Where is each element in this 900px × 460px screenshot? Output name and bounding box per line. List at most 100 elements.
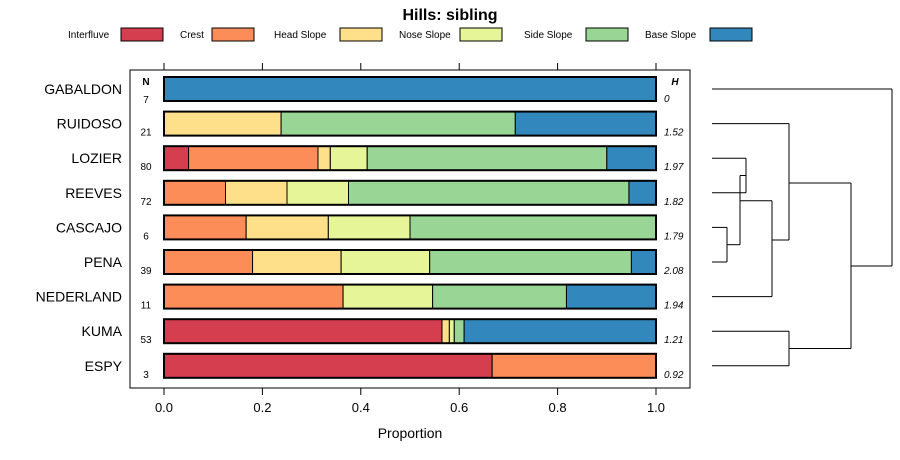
bar-segment	[565, 284, 657, 310]
n-value: 80	[140, 162, 152, 173]
bar-outline	[163, 249, 657, 275]
bar-segment	[286, 180, 349, 206]
bar-segment	[409, 214, 657, 240]
category-label: LOZIER	[71, 150, 122, 166]
bar-segment	[163, 214, 247, 240]
h-value: 0	[664, 94, 670, 105]
bar-segment	[163, 284, 344, 310]
bar-segment	[514, 111, 657, 137]
bar-segment	[163, 76, 657, 102]
legend-swatch	[709, 27, 753, 42]
bar-segment	[628, 180, 657, 206]
x-tick-label: 0.4	[352, 400, 370, 415]
n-value: 7	[143, 95, 149, 106]
x-tick-label: 0.6	[450, 400, 468, 415]
bar-outline	[163, 76, 657, 102]
legend: Interfluve Crest Head Slope Nose Slope Side …	[68, 27, 753, 42]
legend-label: Base Slope	[645, 30, 697, 41]
bar-segment	[280, 111, 516, 137]
bar-segment	[317, 145, 331, 171]
bar-segment	[163, 145, 190, 171]
bar-segment	[340, 249, 431, 275]
bar-segment	[163, 249, 254, 275]
x-tick-label: 1.0	[647, 400, 665, 415]
bar-segment	[163, 318, 443, 344]
bar-segment	[429, 249, 632, 275]
category-label: CASCAJO	[56, 219, 122, 235]
legend-label: Nose Slope	[399, 30, 451, 41]
category-label: PENA	[84, 254, 123, 270]
x-tick-label: 0.8	[549, 400, 567, 415]
n-value: 6	[143, 231, 149, 242]
h-value: 1.94	[664, 301, 684, 312]
bar-outline	[163, 352, 657, 379]
bar-segment	[453, 318, 465, 344]
legend-swatch	[459, 27, 503, 42]
bar-outline	[163, 110, 657, 137]
bar-segment	[329, 145, 368, 171]
bar-segment	[448, 318, 455, 344]
n-value: 11	[141, 301, 152, 312]
legend-label: Side Slope	[524, 30, 573, 41]
legend-label: Interfluve	[68, 30, 110, 41]
legend-label: Crest	[180, 30, 204, 41]
category-label: RUIDOSO	[57, 116, 122, 132]
bar-segment	[163, 111, 282, 137]
x-tick-label: 0.2	[253, 400, 271, 415]
x-axis-label: Proportion	[378, 425, 443, 441]
bar-outline	[163, 283, 657, 310]
x-tick-label: 0.0	[155, 400, 173, 415]
n-value: 21	[140, 128, 152, 139]
category-labels: GABALDON 7 0 RUIDOSO 21 1.52 LOZIER 80 1.97 REEVE…	[36, 81, 684, 381]
n-value: 72	[140, 197, 152, 208]
legend-swatch	[120, 27, 164, 42]
bar-segment	[630, 249, 657, 275]
bar-outline	[163, 145, 657, 172]
bar-segment	[327, 214, 411, 240]
bar-outline	[163, 179, 657, 206]
h-value: 1.79	[664, 231, 684, 242]
dendrogram	[712, 88, 893, 367]
bar-segment	[225, 180, 288, 206]
h-value: 0.92	[664, 370, 684, 381]
bar-segment	[491, 353, 657, 379]
n-value: 3	[143, 370, 149, 381]
h-value: 1.21	[664, 335, 683, 346]
n-header: N	[142, 77, 149, 88]
category-label: KUMA	[82, 323, 123, 339]
category-label: ESPY	[85, 358, 123, 374]
n-value: 39	[140, 266, 152, 277]
legend-label: Head Slope	[274, 30, 327, 41]
bar-outline	[163, 318, 657, 345]
h-value: 2.08	[663, 266, 684, 277]
bar-segment	[163, 353, 493, 379]
legend-swatch	[211, 27, 255, 42]
bar-segment	[163, 180, 226, 206]
bar-segment	[463, 318, 657, 344]
plot-frame	[129, 69, 691, 389]
category-label: GABALDON	[44, 81, 122, 97]
chart-title: Hills: sibling	[402, 7, 497, 24]
bar-segment	[441, 318, 450, 344]
bars-area	[163, 76, 657, 379]
h-header: H	[671, 77, 679, 88]
n-value: 53	[140, 335, 152, 346]
bar-segment	[348, 180, 630, 206]
bar-segment	[245, 214, 329, 240]
bar-segment	[342, 284, 434, 310]
bar-outline	[163, 214, 657, 241]
h-value: 1.82	[664, 197, 684, 208]
category-label: REEVES	[65, 185, 122, 201]
bar-segment	[366, 145, 608, 171]
bar-segment	[188, 145, 319, 171]
category-label: NEDERLAND	[36, 289, 122, 305]
bar-segment	[432, 284, 567, 310]
h-value: 1.97	[664, 162, 684, 173]
x-axis: 0.0 0.2 0.4 0.6 0.8 1.0	[155, 63, 665, 415]
legend-swatch	[585, 27, 629, 42]
bar-segment	[606, 145, 657, 171]
legend-swatch	[339, 27, 383, 42]
h-value: 1.52	[664, 128, 684, 139]
bar-segment	[252, 249, 342, 275]
